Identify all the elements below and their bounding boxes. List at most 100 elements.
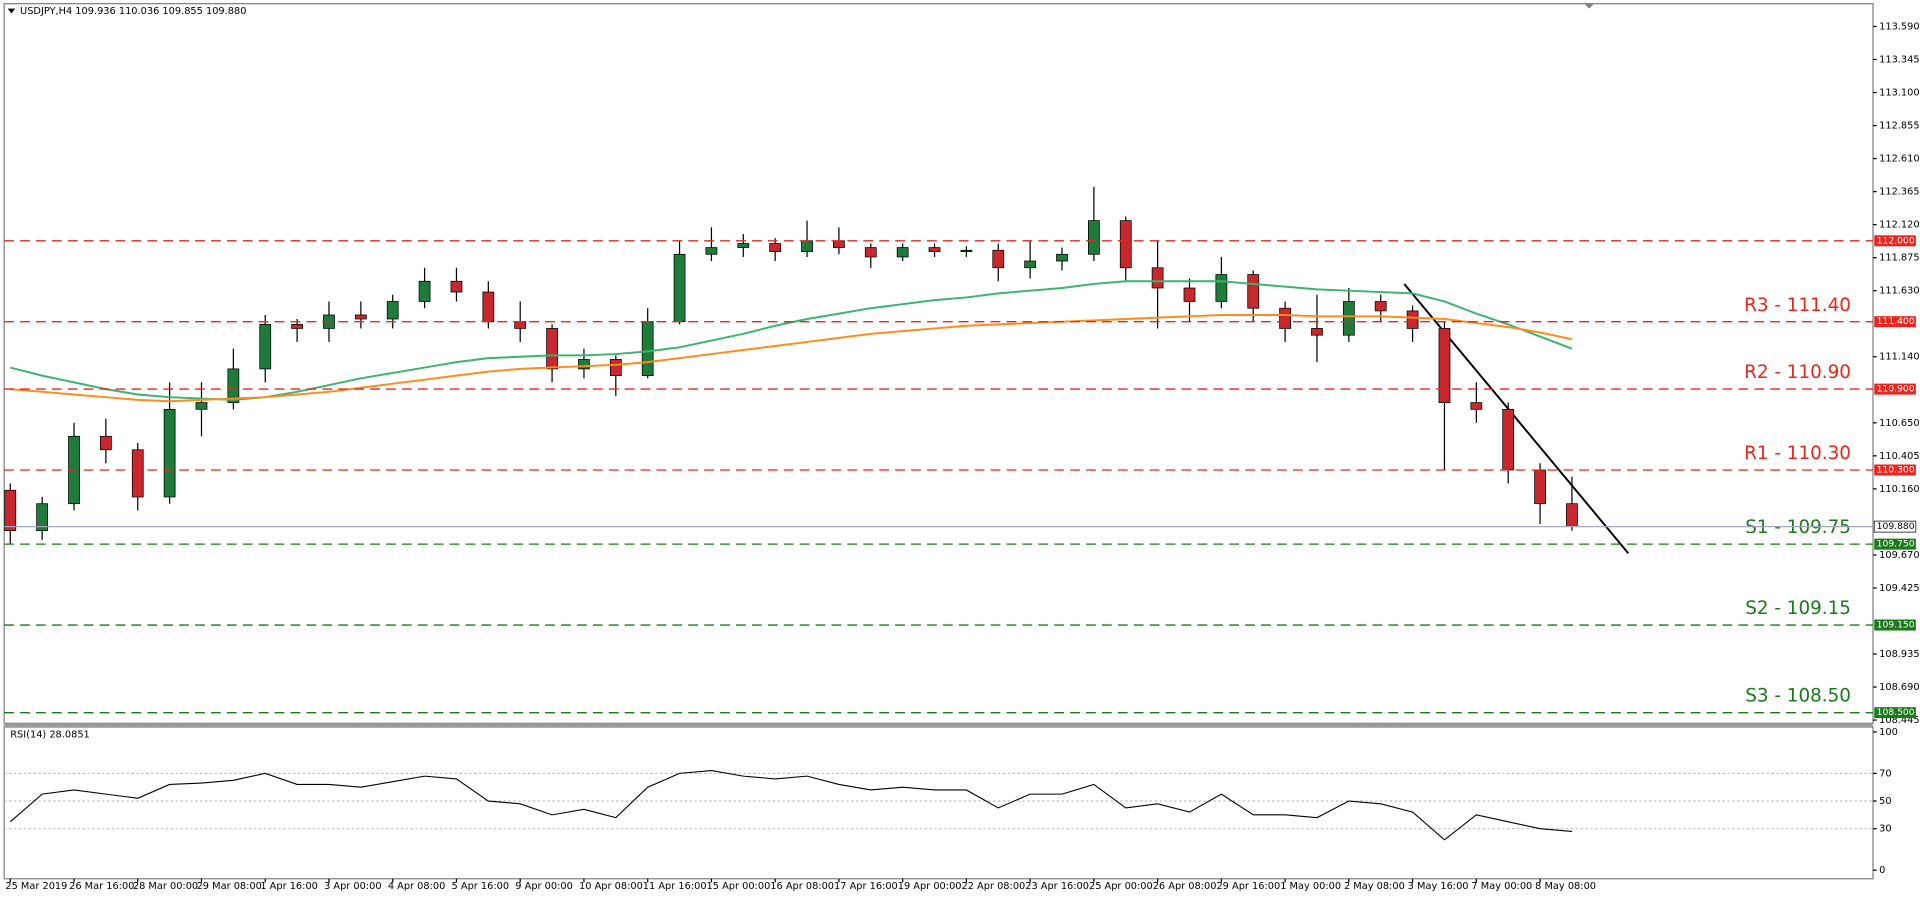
x-tick-label: 16 Apr 08:00 [770,881,834,892]
y-tick-label: 109.425 [1879,583,1919,594]
candle-body [1119,220,1132,269]
candle-body [418,280,431,302]
candle-body [737,243,750,248]
price-tag [1874,538,1916,550]
candle-body [291,324,303,329]
candle-body [1406,310,1419,329]
price-tag-label: 108.500 [1877,707,1915,718]
candle-body [833,240,845,248]
candle-body [1374,301,1387,312]
x-tick-label: 7 May 00:00 [1471,881,1532,892]
candle-body [482,291,495,323]
x-tick-label: 1 May 00:00 [1280,881,1341,892]
y-tick-label: 113.100 [1879,88,1919,99]
price-tag [1874,383,1916,395]
x-tick-label: 26 Apr 08:00 [1153,881,1217,892]
price-tag [1874,707,1916,719]
y-tick-label: 110.650 [1879,418,1919,429]
x-tick-label: 28 Mar 00:00 [133,881,198,892]
candle-body [1088,220,1100,255]
y-tick-label: 108.935 [1879,649,1919,660]
x-tick-label: 29 Mar 08:00 [197,881,262,892]
x-tick-label: 5 Apr 16:00 [452,881,510,892]
price-panel [3,3,1874,724]
candle-body [163,408,176,498]
candle-body [673,253,686,323]
candle-body [36,503,49,532]
price-tag-label: 109.750 [1877,539,1915,550]
candle-body [769,243,782,252]
candle-body [1024,260,1037,269]
candle-body [1247,274,1260,309]
y-tick-label: 111.140 [1879,352,1919,363]
price-tag [1874,464,1916,476]
x-tick-label: 4 Apr 08:00 [388,881,446,892]
x-tick-label: 17 Apr 16:00 [834,881,898,892]
candle-body [450,280,463,293]
level-label: R2 - 110.90 [1744,362,1851,383]
candle-body [1534,469,1546,505]
y-tick-label: 109.670 [1879,550,1919,561]
candle-body [928,247,941,252]
x-tick-label: 9 Apr 00:00 [515,881,573,892]
x-tick-label: 23 Apr 16:00 [1025,881,1089,892]
x-tick-label: 3 May 16:00 [1408,881,1469,892]
x-tick-label: 26 Mar 16:00 [69,881,134,892]
candle-body [100,435,112,451]
moving-average [10,313,1573,403]
rsi-y-tick-label: 70 [1879,768,1891,779]
candle-body [1311,328,1323,336]
candle-body [896,247,909,258]
candle-body [195,402,208,410]
shift-marker [1584,3,1594,9]
candle-body [641,321,654,376]
price-tag-label: 111.400 [1877,316,1915,327]
level-label: R3 - 111.40 [1744,295,1851,316]
price-tag [1874,235,1916,247]
rsi-line [9,770,1572,841]
candle-body [514,321,527,329]
candle-body [354,314,367,320]
candle-body [227,368,240,403]
rsi-y-tick-label: 0 [1879,865,1885,876]
x-tick-label: 3 Apr 00:00 [324,881,382,892]
y-tick-label: 112.855 [1879,121,1919,132]
y-tick-label: 110.405 [1879,451,1919,462]
candle-body [1342,301,1355,336]
level-label: S2 - 109.15 [1745,598,1851,619]
candle-body [1215,274,1228,302]
level-label: R1 - 110.30 [1744,443,1851,464]
y-tick-label: 112.610 [1879,154,1919,165]
menu-icon[interactable] [7,8,16,14]
candle-body [1151,267,1164,289]
candle-body [705,247,718,255]
candle-body [1566,503,1578,527]
price-tag [1874,619,1916,631]
rsi-y-tick-label: 100 [1879,727,1898,738]
x-tick-label: 11 Apr 16:00 [643,881,707,892]
x-tick-label: 25 Apr 00:00 [1089,881,1153,892]
candle-body [864,247,877,258]
candle-body [1438,328,1451,403]
rsi-y-tick-label: 30 [1879,824,1891,835]
price-tag [1874,316,1916,328]
candle-body [1183,287,1196,302]
y-tick-label: 108.445 [1879,715,1919,726]
candle-body [1279,307,1291,329]
price-tag-label: 112.000 [1877,235,1915,246]
price-tag-label: 110.900 [1877,384,1915,395]
last-price-tag [1873,520,1917,533]
candle-body [4,489,17,532]
candle-body [1502,408,1515,471]
y-tick-label: 111.875 [1879,253,1919,264]
x-tick-label: 10 Apr 08:00 [579,881,643,892]
candle-body [609,359,622,376]
rsi-title: RSI(14) 28.0851 [10,729,90,740]
candle-body [801,240,813,252]
candle-body [386,301,399,320]
candle-body [131,449,144,498]
x-tick-label: 15 Apr 00:00 [707,881,771,892]
y-tick-label: 113.590 [1879,21,1919,32]
